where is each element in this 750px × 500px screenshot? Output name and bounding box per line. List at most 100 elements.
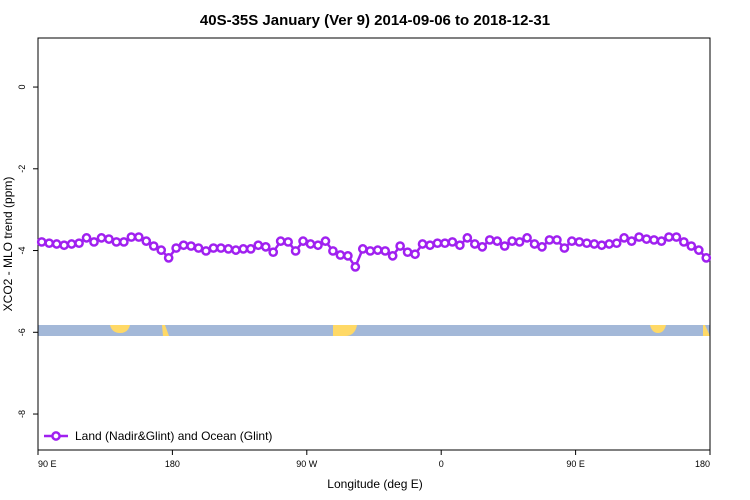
point [66,239,77,249]
point [163,253,174,263]
point [283,237,293,247]
point [343,251,353,261]
point [320,236,331,246]
point [469,239,480,249]
point [201,246,211,256]
point [186,241,196,251]
point [581,238,592,249]
point [462,233,473,243]
point [686,241,697,251]
point [141,236,152,246]
x-axis-label: Longitude (deg E) [327,477,422,491]
point [649,235,659,245]
point [268,247,279,258]
point [596,240,607,251]
point [223,244,234,254]
point [126,232,137,242]
x-tick-label: 90 E [566,459,585,469]
point [231,245,241,255]
point [529,239,540,249]
point [641,234,652,244]
legend-label: Land (Nadir&Glint) and Ocean (Glint) [75,429,272,443]
point [440,238,450,249]
point [567,236,577,246]
point [59,240,69,251]
point [552,235,562,245]
point [410,249,420,260]
point [74,238,84,249]
point [372,245,383,255]
point [447,237,458,247]
point [216,243,226,253]
point [544,235,555,245]
point [656,236,667,246]
point [328,246,338,256]
x-tick-label: 180 [695,459,710,469]
point [44,238,55,249]
x-tick-label: 90 E [38,459,57,469]
point [305,239,316,249]
point [537,242,547,252]
y-tick-label: 0 [17,85,27,90]
point [559,243,570,253]
point [589,239,600,249]
point [51,239,62,249]
point [664,232,674,242]
point [604,239,615,249]
point [357,244,368,254]
point [522,233,532,243]
point [238,244,249,254]
point [701,253,712,263]
point [81,233,92,243]
point [671,232,682,242]
point [425,240,435,251]
point [260,242,271,252]
point [119,237,129,247]
point [111,237,122,247]
point [148,241,159,251]
point [574,237,585,247]
point [380,246,391,256]
point [417,239,428,249]
point [387,251,398,261]
legend-marker [51,431,61,441]
point [245,244,256,254]
point [313,240,323,251]
point [178,240,189,251]
point [156,245,167,255]
legend-item: Land (Nadir&Glint) and Ocean (Glint) [44,429,272,443]
point [36,237,47,247]
y-tick-label: -8 [17,410,27,418]
point [693,245,704,255]
y-tick-label: -2 [17,165,27,173]
point [96,233,107,243]
point [290,246,301,256]
point [455,240,465,251]
point [193,243,204,253]
point [350,262,361,272]
point [499,241,510,251]
y-axis-label: XCO2 - MLO trend (ppm) [1,177,15,312]
point [402,247,413,258]
point [104,234,114,244]
point [507,236,517,246]
chart-title: 40S-35S January (Ver 9) 2014-09-06 to 20… [200,12,550,29]
point [253,240,264,251]
point [634,232,644,242]
land-ocean-strip [38,325,710,336]
point [208,243,219,253]
x-tick-label: 90 W [296,459,318,469]
point [611,238,622,249]
point [626,236,637,246]
point [432,238,443,249]
point [484,235,495,245]
point [365,246,376,256]
point [514,237,525,247]
point [619,233,629,243]
point [275,236,286,246]
point [395,241,405,251]
point [477,242,488,252]
point [335,250,346,260]
y-tick-label: -4 [17,247,27,255]
